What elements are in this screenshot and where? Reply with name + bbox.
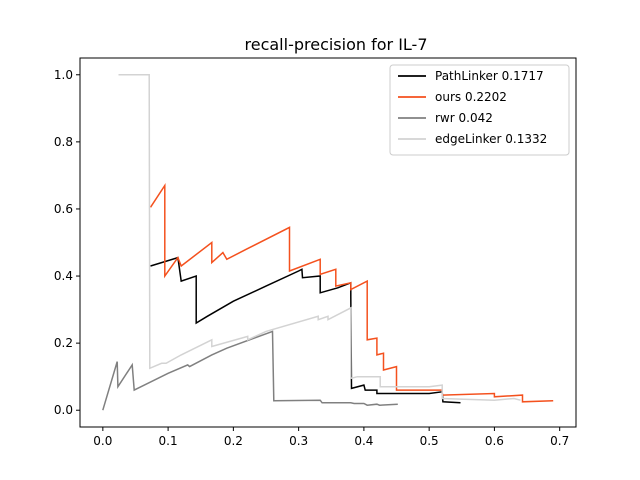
series-line-2 — [102, 330, 398, 411]
x-tick-label: 0.1 — [159, 434, 178, 448]
legend-label-0: PathLinker 0.1717 — [435, 69, 544, 83]
x-tick-label: 0.3 — [289, 434, 308, 448]
series-line-3 — [118, 74, 521, 401]
x-tick-label: 0.7 — [550, 434, 569, 448]
x-tick-label: 0.6 — [485, 434, 504, 448]
chart-title: recall-precision for IL-7 — [245, 35, 428, 54]
x-tick-label: 0.2 — [224, 434, 243, 448]
plot-frame — [79, 57, 577, 428]
series-layer — [102, 74, 554, 411]
y-tick-label: 0.0 — [54, 403, 73, 417]
y-tick-label: 0.6 — [54, 202, 73, 216]
x-tick-label: 0.5 — [420, 434, 439, 448]
x-tick-label: 0.4 — [354, 434, 373, 448]
legend-box — [389, 64, 570, 156]
x-tick-label: 0.0 — [93, 434, 112, 448]
y-axis: 0.0 0.2 0.4 0.6 0.8 1.0 — [54, 68, 80, 417]
x-axis: 0.0 0.1 0.2 0.3 0.4 0.5 0.6 0.7 — [93, 427, 569, 448]
series-line-0 — [150, 256, 461, 404]
y-tick-label: 1.0 — [54, 68, 73, 82]
legend-label-2: rwr 0.042 — [435, 111, 493, 125]
y-tick-label: 0.8 — [54, 135, 73, 149]
legend-label-3: edgeLinker 0.1332 — [435, 132, 547, 146]
legend: PathLinker 0.1717 ours 0.2202 rwr 0.042 edg… — [389, 64, 570, 156]
y-tick-label: 0.2 — [54, 336, 73, 350]
legend-label-1: ours 0.2202 — [435, 90, 507, 104]
y-tick-label: 0.4 — [54, 269, 73, 283]
